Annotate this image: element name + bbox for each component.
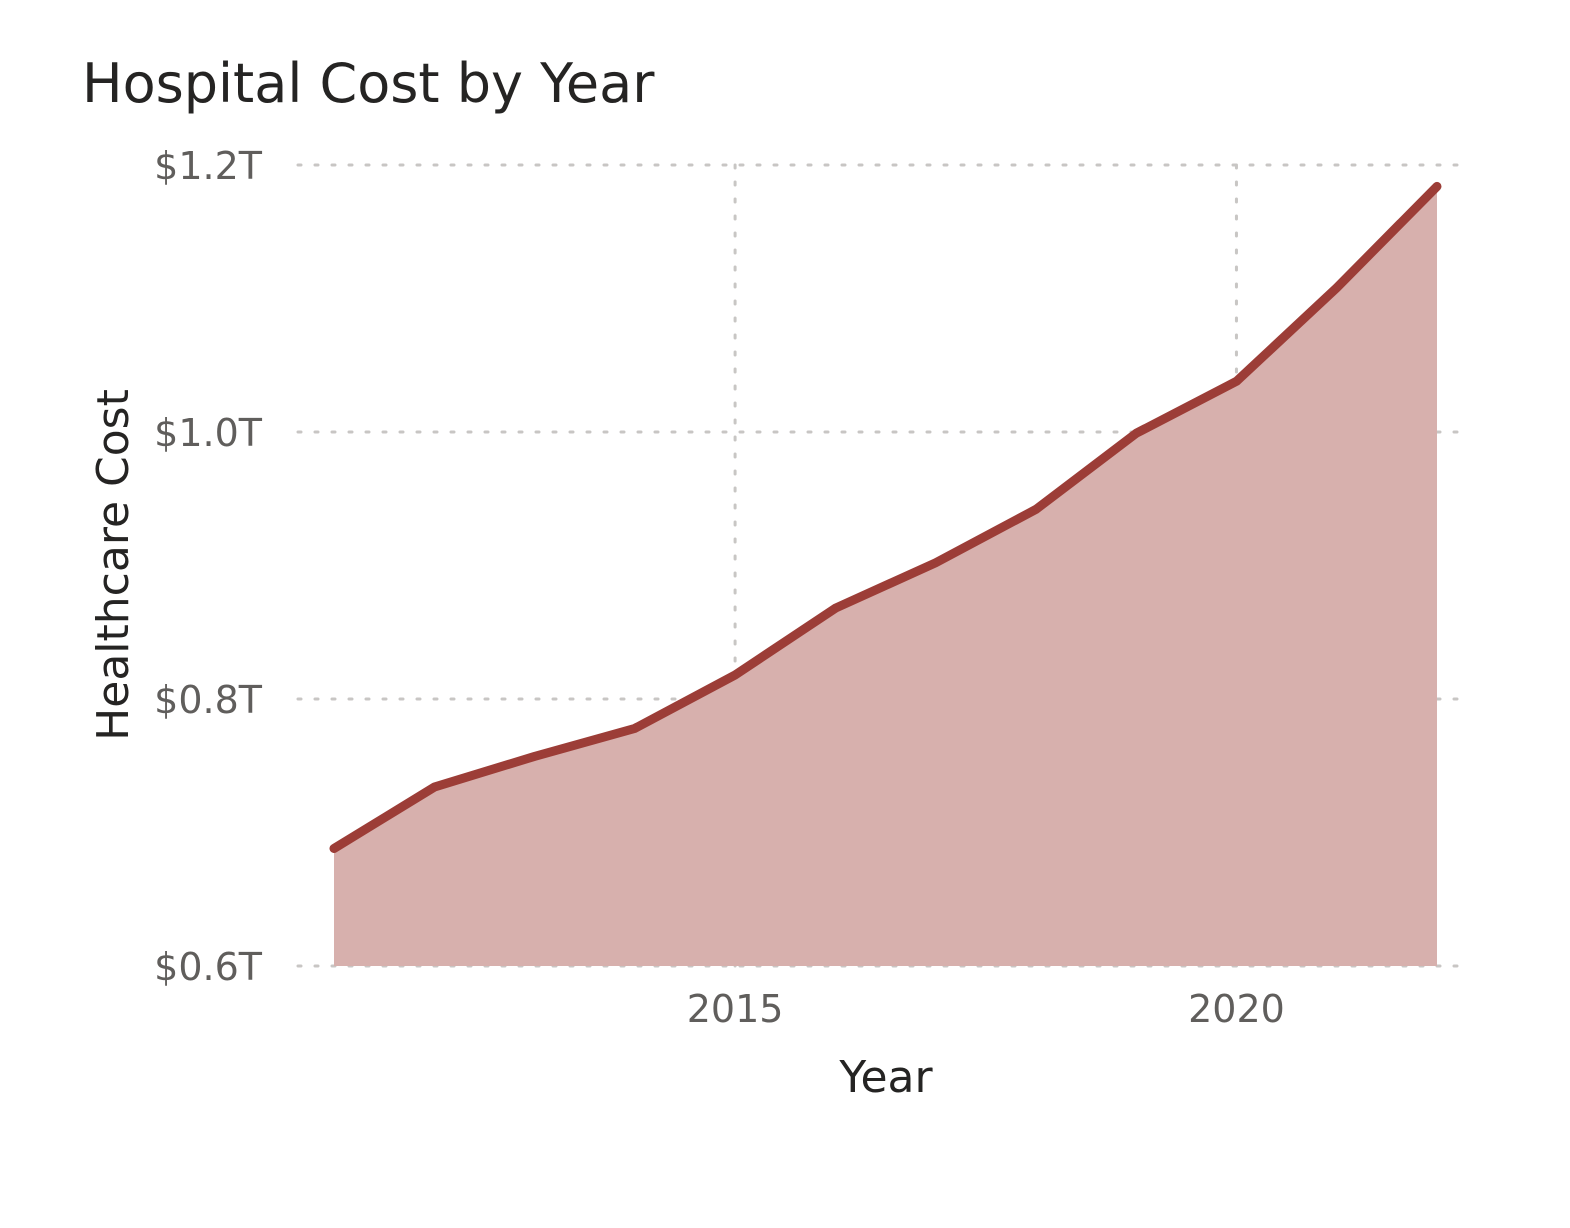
y-tick-label: $0.8T xyxy=(154,678,263,722)
x-tick-label: 2020 xyxy=(1188,987,1285,1031)
y-axis-label: Healthcare Cost xyxy=(88,389,139,741)
x-tick-label: 2015 xyxy=(687,987,784,1031)
y-axis-ticks: $0.6T $0.8T $1.0T $1.2T xyxy=(154,144,263,989)
y-tick-label: $1.2T xyxy=(154,144,263,188)
y-tick-label: $1.0T xyxy=(154,411,263,455)
x-axis-ticks: 2015 2020 xyxy=(687,987,1285,1031)
y-tick-label: $0.6T xyxy=(154,945,263,989)
chart-title: Hospital Cost by Year xyxy=(82,52,655,115)
x-axis-label: Year xyxy=(838,1052,933,1103)
cost-series-line xyxy=(329,181,1442,853)
cost-area-fill xyxy=(334,186,1437,966)
